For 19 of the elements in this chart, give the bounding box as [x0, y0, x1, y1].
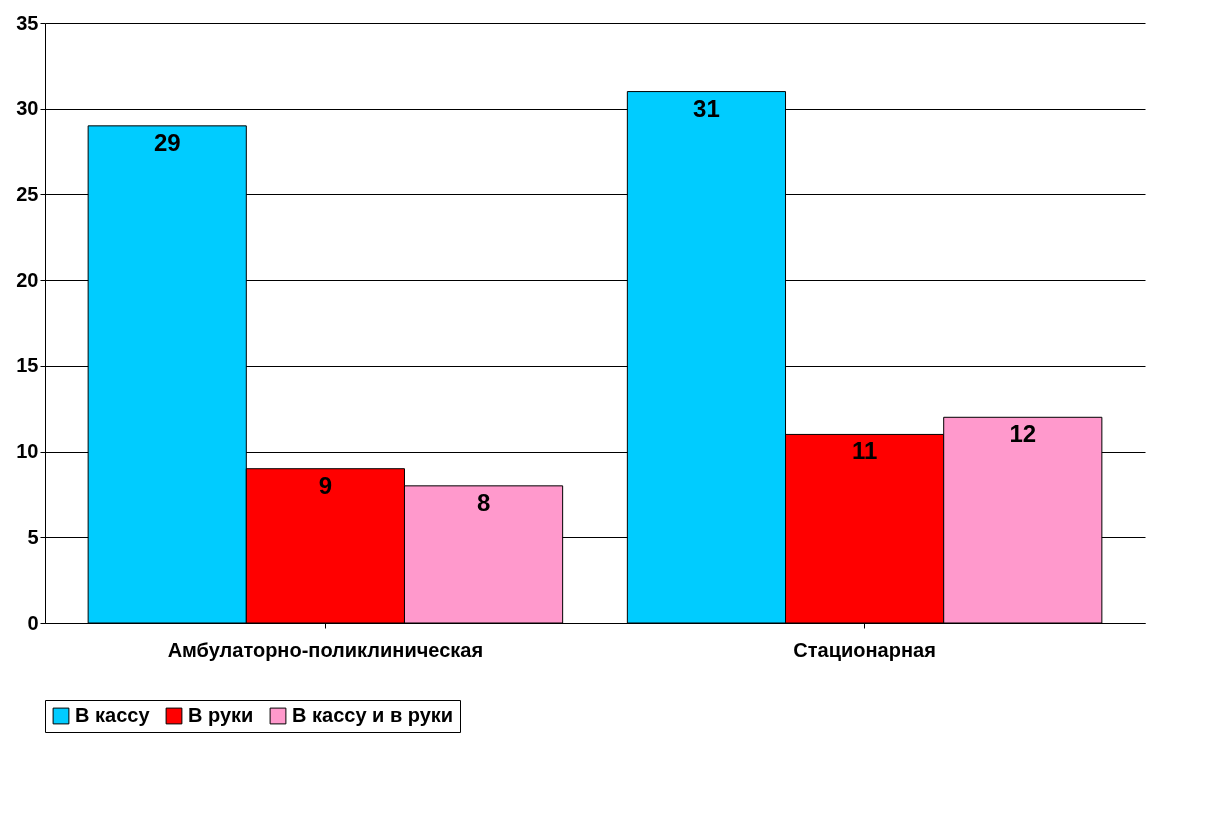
data-label: 8 [476, 488, 491, 516]
y-tick-label: 30 [16, 97, 39, 120]
data-label: 29 [153, 128, 181, 156]
legend-label: В руки [188, 704, 254, 726]
y-tick-label: 0 [27, 611, 39, 634]
y-tick-label: 20 [16, 268, 39, 291]
data-label: 9 [318, 471, 333, 499]
data-label: 11 [851, 437, 878, 465]
legend-label: В кассу и в руки [292, 704, 454, 726]
x-tick-label: Амбулаторно-поликлиническая [167, 638, 484, 661]
y-tick-label: 25 [16, 182, 39, 205]
y-tick-label: 15 [16, 354, 39, 377]
y-tick-label: 10 [16, 440, 39, 463]
data-label: 12 [1009, 420, 1037, 448]
x-tick-label: Стационарная [793, 638, 936, 661]
y-tick-label: 5 [27, 525, 39, 548]
y-tick-label: 35 [16, 11, 39, 34]
legend-label: В кассу [75, 704, 151, 726]
data-label: 31 [693, 94, 720, 122]
